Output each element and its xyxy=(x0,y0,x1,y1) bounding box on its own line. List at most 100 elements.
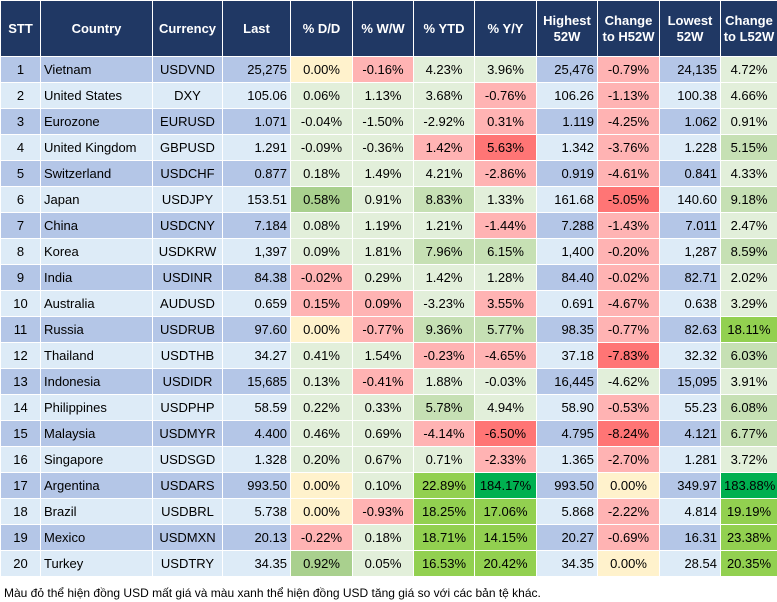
cell-highest-52w: 1,400 xyxy=(536,238,598,265)
cell-pct-dd: 0.18% xyxy=(290,160,353,187)
cell-change-to-h52w: -3.76% xyxy=(597,134,660,161)
cell-last: 4.400 xyxy=(222,420,291,447)
cell-change-to-h52w: -4.67% xyxy=(597,290,660,317)
cell-lowest-52w: 24,135 xyxy=(659,56,721,83)
cell-currency: DXY xyxy=(152,82,223,109)
cell-currency: USDVND xyxy=(152,56,223,83)
cell-last: 25,275 xyxy=(222,56,291,83)
cell-highest-52w: 0.691 xyxy=(536,290,598,317)
cell-highest-52w: 37.18 xyxy=(536,342,598,369)
cell-highest-52w: 106.26 xyxy=(536,82,598,109)
cell-stt: 8 xyxy=(0,238,41,265)
cell-change-to-h52w: -1.43% xyxy=(597,212,660,239)
cell-highest-52w: 1.342 xyxy=(536,134,598,161)
cell-pct-ytd: -4.14% xyxy=(413,420,475,447)
cell-pct-ytd: 3.68% xyxy=(413,82,475,109)
cell-stt: 5 xyxy=(0,160,41,187)
table-row: 1 Vietnam USDVND 25,275 0.00% -0.16% 4.23% 3.96… xyxy=(0,56,777,83)
cell-lowest-52w: 28.54 xyxy=(659,550,721,577)
cell-country: Brazil xyxy=(40,498,153,525)
cell-country: Australia xyxy=(40,290,153,317)
table-row: 8 Korea USDKRW 1,397 0.09% 1.81% 7.96% 6.15% 1,4… xyxy=(0,238,777,265)
cell-pct-dd: -0.02% xyxy=(290,264,353,291)
cell-pct-ytd: 4.23% xyxy=(413,56,475,83)
cell-pct-ytd: 4.21% xyxy=(413,160,475,187)
cell-country: India xyxy=(40,264,153,291)
cell-pct-dd: 0.13% xyxy=(290,368,353,395)
cell-highest-52w: 1.365 xyxy=(536,446,598,473)
header-pct-yy: % Y/Y xyxy=(474,0,537,57)
cell-pct-ww: 0.67% xyxy=(352,446,414,473)
cell-lowest-52w: 1.062 xyxy=(659,108,721,135)
cell-pct-dd: 0.20% xyxy=(290,446,353,473)
cell-pct-dd: -0.04% xyxy=(290,108,353,135)
cell-pct-yy: -1.44% xyxy=(474,212,537,239)
cell-currency: USDARS xyxy=(152,472,223,499)
cell-pct-yy: -4.65% xyxy=(474,342,537,369)
cell-pct-dd: 0.00% xyxy=(290,56,353,83)
table-row: 16 Singapore USDSGD 1.328 0.20% 0.67% 0.71% -2.… xyxy=(0,446,777,473)
cell-currency: USDTHB xyxy=(152,342,223,369)
cell-pct-yy: 14.15% xyxy=(474,524,537,551)
cell-pct-dd: -0.09% xyxy=(290,134,353,161)
cell-pct-ww: 0.18% xyxy=(352,524,414,551)
cell-currency: USDCHF xyxy=(152,160,223,187)
cell-currency: USDCNY xyxy=(152,212,223,239)
cell-highest-52w: 16,445 xyxy=(536,368,598,395)
header-highest-52w: Highest 52W xyxy=(536,0,598,57)
cell-stt: 4 xyxy=(0,134,41,161)
cell-pct-ww: 1.19% xyxy=(352,212,414,239)
header-stt: STT xyxy=(0,0,41,57)
cell-country: Argentina xyxy=(40,472,153,499)
cell-pct-ytd: 1.21% xyxy=(413,212,475,239)
cell-change-to-l52w: 2.02% xyxy=(720,264,777,291)
cell-pct-ww: 1.54% xyxy=(352,342,414,369)
cell-pct-ytd: -3.23% xyxy=(413,290,475,317)
cell-highest-52w: 84.40 xyxy=(536,264,598,291)
cell-country: Switzerland xyxy=(40,160,153,187)
cell-pct-ww: 1.49% xyxy=(352,160,414,187)
cell-currency: EURUSD xyxy=(152,108,223,135)
cell-currency: USDBRL xyxy=(152,498,223,525)
cell-last: 105.06 xyxy=(222,82,291,109)
cell-stt: 16 xyxy=(0,446,41,473)
cell-pct-yy: 184.17% xyxy=(474,472,537,499)
table-row: 12 Thailand USDTHB 34.27 0.41% 1.54% -0.23% -4.… xyxy=(0,342,777,369)
cell-change-to-l52w: 2.47% xyxy=(720,212,777,239)
cell-lowest-52w: 1.281 xyxy=(659,446,721,473)
cell-change-to-h52w: -0.53% xyxy=(597,394,660,421)
cell-country: Japan xyxy=(40,186,153,213)
cell-pct-yy: 20.42% xyxy=(474,550,537,577)
cell-pct-yy: 4.94% xyxy=(474,394,537,421)
cell-pct-ww: 0.69% xyxy=(352,420,414,447)
cell-stt: 7 xyxy=(0,212,41,239)
table-row: 5 Switzerland USDCHF 0.877 0.18% 1.49% 4.21% -2… xyxy=(0,160,777,187)
cell-currency: USDJPY xyxy=(152,186,223,213)
cell-pct-ww: 0.10% xyxy=(352,472,414,499)
cell-lowest-52w: 140.60 xyxy=(659,186,721,213)
cell-stt: 17 xyxy=(0,472,41,499)
cell-currency: USDKRW xyxy=(152,238,223,265)
cell-change-to-h52w: 0.00% xyxy=(597,550,660,577)
cell-pct-ytd: 1.42% xyxy=(413,264,475,291)
cell-pct-ytd: 22.89% xyxy=(413,472,475,499)
cell-last: 7.184 xyxy=(222,212,291,239)
cell-pct-dd: 0.22% xyxy=(290,394,353,421)
cell-change-to-h52w: -4.61% xyxy=(597,160,660,187)
cell-highest-52w: 25,476 xyxy=(536,56,598,83)
cell-pct-dd: 0.41% xyxy=(290,342,353,369)
cell-stt: 14 xyxy=(0,394,41,421)
cell-country: Singapore xyxy=(40,446,153,473)
cell-pct-dd: 0.08% xyxy=(290,212,353,239)
cell-pct-yy: -2.33% xyxy=(474,446,537,473)
cell-change-to-h52w: -0.69% xyxy=(597,524,660,551)
currency-table: STT Country Currency Last% D/D% W/W% YTD% Y… xyxy=(0,0,777,577)
cell-pct-dd: 0.00% xyxy=(290,472,353,499)
cell-lowest-52w: 82.63 xyxy=(659,316,721,343)
cell-pct-ytd: -2.92% xyxy=(413,108,475,135)
cell-last: 97.60 xyxy=(222,316,291,343)
cell-highest-52w: 34.35 xyxy=(536,550,598,577)
cell-currency: USDPHP xyxy=(152,394,223,421)
table-row: 15 Malaysia USDMYR 4.400 0.46% 0.69% -4.14% -6.… xyxy=(0,420,777,447)
cell-change-to-l52w: 3.91% xyxy=(720,368,777,395)
